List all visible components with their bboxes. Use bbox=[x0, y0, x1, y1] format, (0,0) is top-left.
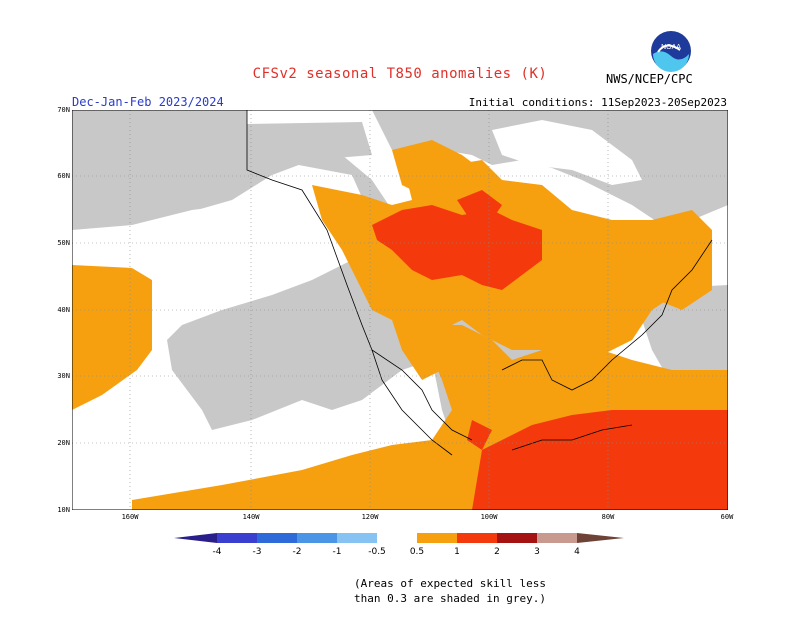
agency-label: NWS/NCEP/CPC bbox=[606, 72, 693, 86]
lat-label: 60N bbox=[57, 172, 70, 180]
colorbar-minus1-minus05 bbox=[337, 533, 377, 543]
colorbar-label: -4 bbox=[212, 547, 222, 557]
colorbar-label: 0.5 bbox=[409, 547, 425, 557]
noaa-logo-icon: NOAA bbox=[651, 31, 691, 72]
anomaly-1-2 bbox=[372, 190, 728, 510]
svg-text:NOAA: NOAA bbox=[661, 44, 681, 51]
colorbar-neutral bbox=[377, 533, 417, 543]
colorbar-label: -3 bbox=[252, 547, 262, 557]
colorbar-minus3-minus2 bbox=[257, 533, 297, 543]
lat-label: 10N bbox=[57, 506, 70, 514]
lon-label: 60W bbox=[720, 513, 734, 521]
map-title: CFSv2 seasonal T850 anomalies (K) bbox=[252, 66, 548, 82]
coastlines bbox=[246, 110, 713, 456]
colorbar-label: -1 bbox=[332, 547, 342, 557]
lon-label: 160W bbox=[121, 513, 139, 521]
colorbar-label: 3 bbox=[534, 547, 540, 557]
initial-conditions: Initial conditions: 11Sep2023-20Sep2023 bbox=[468, 96, 727, 109]
skill-note-line: than 0.3 are shaded in grey.) bbox=[353, 592, 547, 605]
colorbar-1-2 bbox=[457, 533, 497, 543]
skill-note: (Areas of expected skill less than 0.3 a… bbox=[300, 576, 600, 606]
lon-label: 120W bbox=[361, 513, 379, 521]
lat-label: 20N bbox=[57, 439, 70, 447]
colorbar-label: 2 bbox=[494, 547, 500, 557]
anomaly-map bbox=[72, 110, 728, 510]
colorbar-05-1 bbox=[417, 533, 457, 543]
colorbar-2-3 bbox=[497, 533, 537, 543]
lon-label: 100W bbox=[480, 513, 498, 521]
forecast-period: Dec-Jan-Feb 2023/2024 bbox=[72, 95, 224, 109]
lat-label: 30N bbox=[57, 372, 70, 380]
colorbar-minus2-minus1 bbox=[297, 533, 337, 543]
lat-label: 70N bbox=[57, 106, 70, 114]
lon-label: 140W bbox=[242, 513, 260, 521]
colorbar-label: -0.5 bbox=[368, 547, 386, 557]
colorbar-label: 1 bbox=[454, 547, 460, 557]
grid-lines bbox=[72, 110, 728, 510]
lat-label: 40N bbox=[57, 306, 70, 314]
colorbar-3-4 bbox=[537, 533, 577, 543]
lat-label: 50N bbox=[57, 239, 70, 247]
skill-note-line: (Areas of expected skill less bbox=[353, 577, 547, 590]
colorbar-lt-minus4 bbox=[174, 533, 217, 543]
colorbar-minus4-minus3 bbox=[217, 533, 257, 543]
lon-label: 80W bbox=[601, 513, 615, 521]
colorbar-label: -2 bbox=[292, 547, 302, 557]
colorbar-gt-4 bbox=[577, 533, 624, 543]
colorbar bbox=[174, 533, 624, 543]
colorbar-label: 4 bbox=[574, 547, 580, 557]
